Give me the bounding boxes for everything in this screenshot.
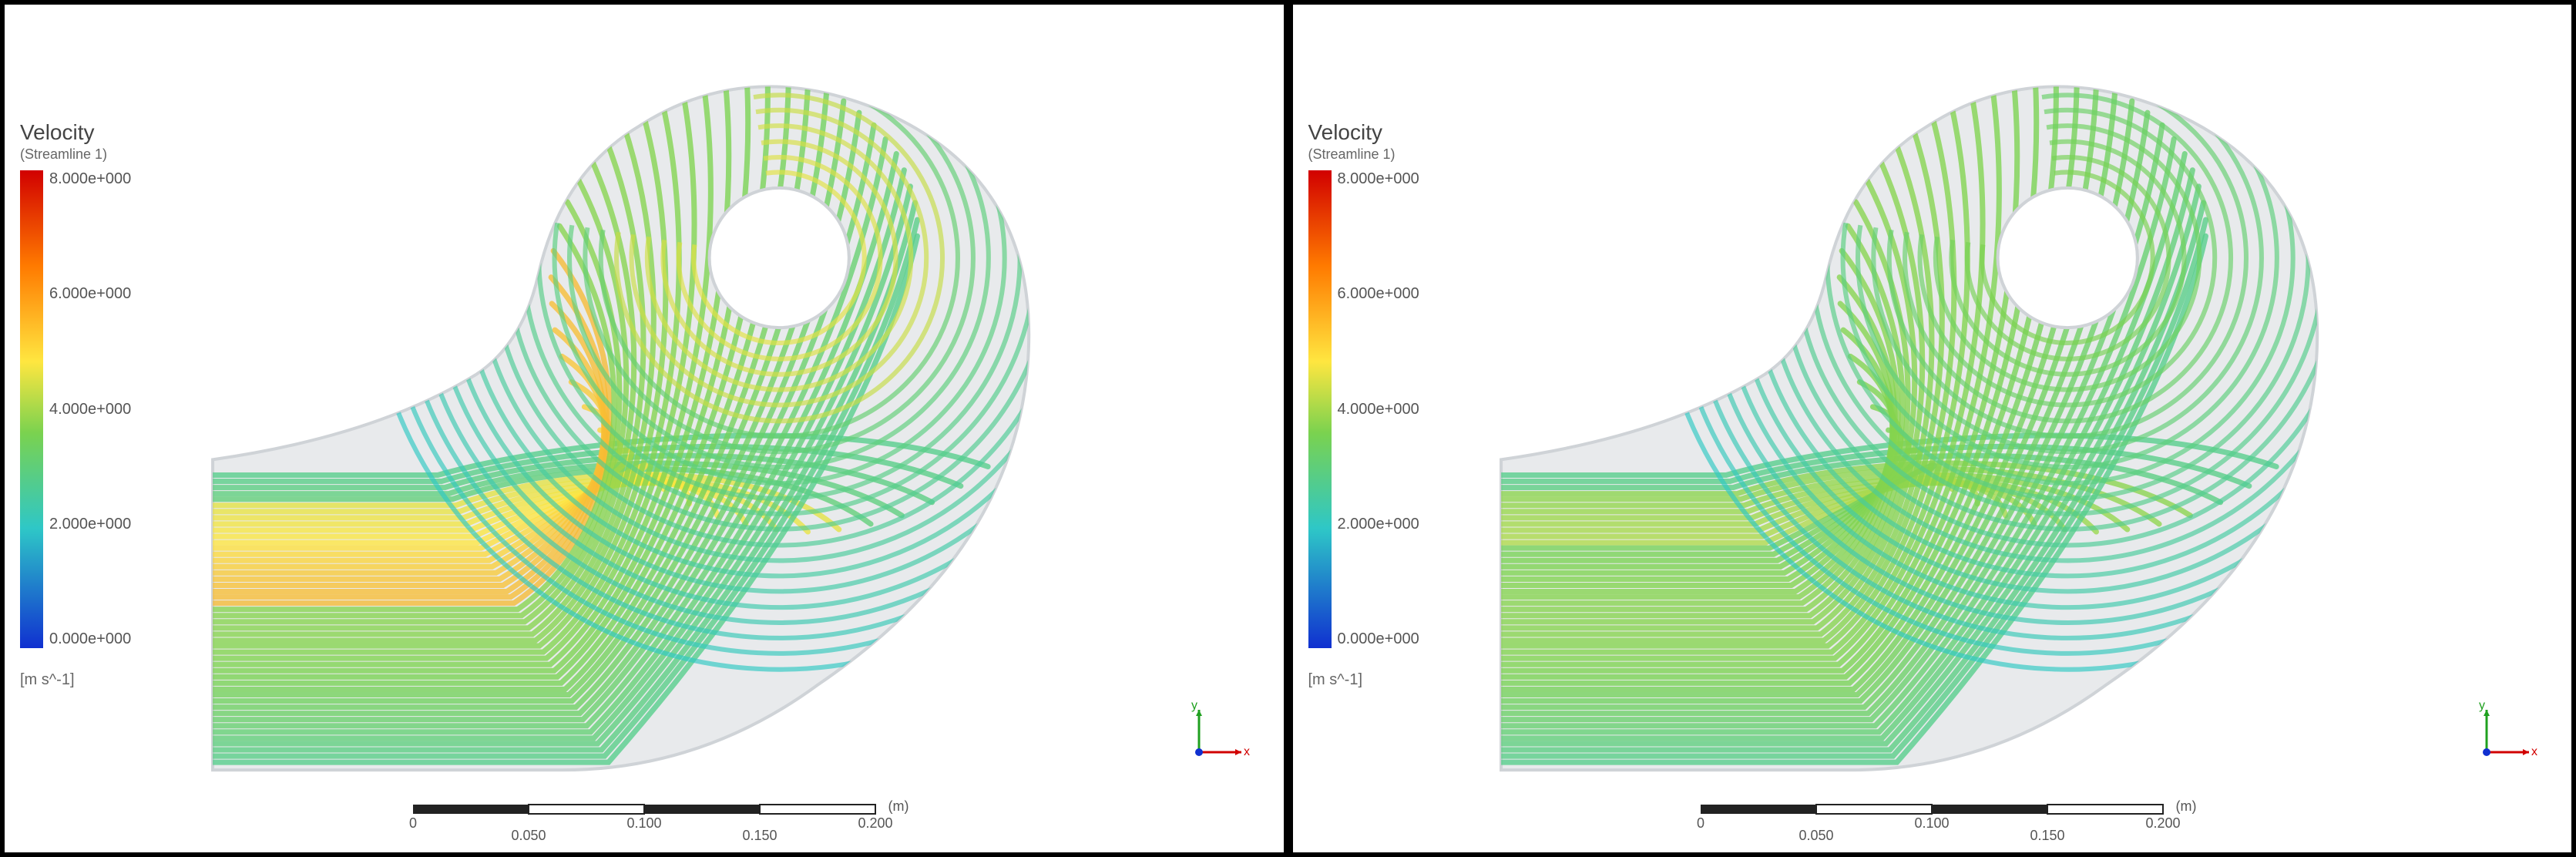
legend-subtitle: (Streamline 1) <box>1308 146 1478 163</box>
scale-tick: 0.200 <box>2146 815 2181 831</box>
scale-subtick: 0.150 <box>2030 828 2065 843</box>
legend-ticks: 8.000e+000 6.000e+000 4.000e+000 2.000e+… <box>49 170 131 648</box>
figure-container: Velocity (Streamline 1) <box>0 0 2576 857</box>
legend-tick: 4.000e+000 <box>49 401 131 418</box>
scale-tick: 0.100 <box>1915 815 1950 831</box>
svg-text:x: x <box>2531 745 2537 758</box>
scale-subtick: 0.050 <box>511 828 546 843</box>
streamline-plot <box>1493 35 2541 806</box>
legend-tick: 2.000e+000 <box>49 516 131 533</box>
legend-gradient-bar <box>20 170 43 648</box>
legend-gradient-bar <box>1308 170 1332 648</box>
streamline-svg <box>1493 35 2541 806</box>
svg-text:x: x <box>1244 745 1250 758</box>
legend-body: 8.000e+000 6.000e+000 4.000e+000 2.000e+… <box>20 170 190 648</box>
impeller-eye-overlay <box>710 188 849 328</box>
legend-title: Velocity <box>20 120 190 145</box>
scale-tick: 0.100 <box>626 815 661 831</box>
color-legend: Velocity (Streamline 1) <box>1308 120 1478 689</box>
legend-tick: 4.000e+000 <box>1338 401 1419 418</box>
streamline-svg <box>205 35 1253 806</box>
color-legend: Velocity (Streamline 1) <box>20 120 190 689</box>
legend-tick: 8.000e+000 <box>49 170 131 188</box>
impeller-eye-overlay <box>1997 188 2137 328</box>
scale-tick: 0.200 <box>858 815 892 831</box>
legend-unit: [m s^-1] <box>20 671 190 689</box>
cfd-panel-left: Velocity (Streamline 1) <box>5 5 1284 852</box>
scale-bar: 0 0.100 0.200 0.050 0.150 (m) <box>374 797 914 843</box>
legend-tick: 6.000e+000 <box>49 285 131 303</box>
legend-tick: 8.000e+000 <box>1338 170 1419 188</box>
legend-unit: [m s^-1] <box>1308 671 1478 689</box>
scale-bar: 0 0.100 0.200 0.050 0.150 (m) <box>1662 797 2202 843</box>
scale-tick: 0 <box>1697 815 1704 831</box>
scale-subtick: 0.050 <box>1799 828 1834 843</box>
streamline-plot <box>205 35 1253 806</box>
legend-tick: 0.000e+000 <box>49 630 131 648</box>
scale-unit: (m) <box>888 798 908 814</box>
svg-text:y: y <box>1191 699 1197 712</box>
scale-subtick: 0.150 <box>742 828 777 843</box>
legend-subtitle: (Streamline 1) <box>20 146 190 163</box>
legend-ticks: 8.000e+000 6.000e+000 4.000e+000 2.000e+… <box>1338 170 1419 648</box>
axis-triad: x y <box>1184 698 1253 768</box>
legend-title: Velocity <box>1308 120 1478 145</box>
legend-tick: 6.000e+000 <box>1338 285 1419 303</box>
scale-tick: 0 <box>409 815 417 831</box>
cfd-panel-right: Velocity (Streamline 1) <box>1293 5 2572 852</box>
legend-tick: 0.000e+000 <box>1338 630 1419 648</box>
legend-tick: 2.000e+000 <box>1338 516 1419 533</box>
scale-unit: (m) <box>2176 798 2197 814</box>
legend-body: 8.000e+000 6.000e+000 4.000e+000 2.000e+… <box>1308 170 1478 648</box>
axis-triad: x y <box>2471 698 2541 768</box>
svg-text:y: y <box>2479 699 2485 712</box>
